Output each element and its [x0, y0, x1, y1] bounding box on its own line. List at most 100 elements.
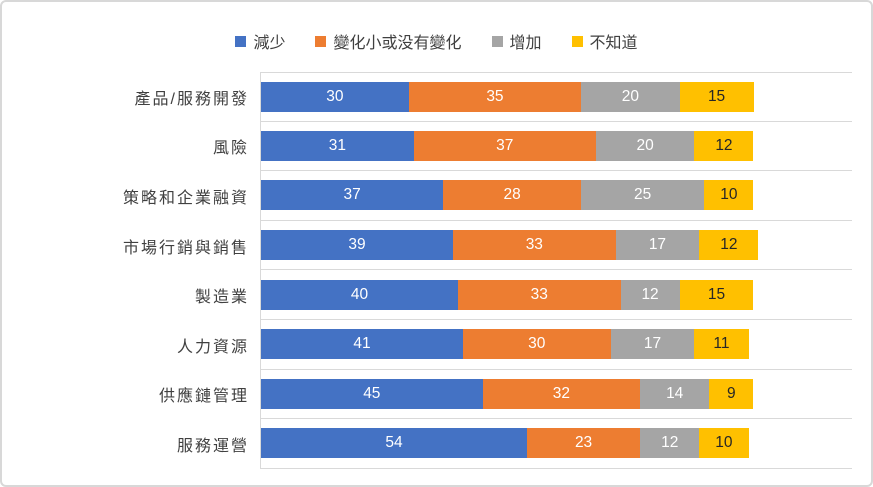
- segment-value-label: 17: [643, 335, 662, 353]
- segment-value-label: 15: [707, 285, 726, 303]
- plot-band: 39 33 17 12: [260, 220, 852, 271]
- segment-value-label: 41: [353, 335, 371, 353]
- legend-swatch-icon: [235, 35, 247, 47]
- bar-segment[interactable]: 40: [261, 279, 458, 310]
- bar-segment[interactable]: 12: [640, 428, 700, 459]
- bar-segment[interactable]: 10: [699, 428, 749, 459]
- bar-segment[interactable]: 10: [704, 180, 754, 211]
- bar-segment[interactable]: 54: [261, 428, 527, 459]
- segment-value-label: 45: [363, 384, 381, 402]
- category-label: 策略和企業融資: [122, 189, 249, 207]
- bar-segment[interactable]: 28: [443, 180, 582, 211]
- bar-segment[interactable]: 11: [694, 329, 749, 360]
- category-label: 市場行銷與銷售: [122, 239, 249, 257]
- legend-label: 減少: [253, 35, 286, 52]
- segment-value-label: 30: [528, 335, 546, 353]
- segment-value-label: 40: [350, 285, 369, 303]
- segment-value-label: 10: [720, 186, 738, 204]
- segment-value-label: 20: [621, 87, 639, 105]
- segment-value-label: 12: [720, 236, 738, 254]
- bar-segment[interactable]: 17: [615, 230, 700, 261]
- segment-value-label: 10: [715, 434, 733, 452]
- segment-value-label: 35: [486, 87, 504, 105]
- chart-row: 風險 31 37 20 12: [2, 121, 871, 172]
- bar-segment[interactable]: 30: [261, 81, 409, 112]
- category-label: 產品/服務開發: [134, 90, 249, 108]
- stacked-bar: 41 30 17 11: [261, 329, 852, 360]
- stacked-bar: 31 37 20 12: [261, 130, 852, 161]
- legend: 減少 變化小或没有變化 增加 不知道: [2, 29, 871, 53]
- segment-value-label: 20: [636, 136, 654, 154]
- stacked-bar: 37 28 25 10: [261, 180, 852, 211]
- segment-value-label: 9: [727, 384, 736, 402]
- bar-segment[interactable]: 15: [679, 81, 754, 112]
- plot-band: 31 37 20 12: [260, 121, 852, 172]
- bar-segment[interactable]: 39: [261, 230, 454, 261]
- stacked-bar: 45 32 14 9: [261, 378, 852, 409]
- legend-swatch-icon: [571, 35, 583, 47]
- segment-value-label: 33: [525, 236, 543, 254]
- stacked-bar-chart: 產品/服務開發 30 35 20 15 風險 31 37 20 12 策略和企業…: [2, 72, 871, 469]
- bar-segment[interactable]: 17: [610, 329, 695, 360]
- segment-value-label: 12: [661, 434, 679, 452]
- plot-band: 45 32 14 9: [260, 369, 852, 420]
- chart-row: 產品/服務開發 30 35 20 15: [2, 72, 871, 122]
- chart-row: 策略和企業融資 37 28 25 10: [2, 171, 871, 221]
- legend-item-series-0[interactable]: 減少: [235, 29, 285, 53]
- segment-value-label: 12: [715, 136, 733, 154]
- bar-segment[interactable]: 31: [261, 130, 414, 161]
- legend-label: 不知道: [589, 35, 638, 52]
- bar-segment[interactable]: 14: [640, 378, 710, 409]
- bar-segment[interactable]: 20: [595, 130, 695, 161]
- bar-segment[interactable]: 12: [620, 279, 680, 310]
- plot-band: 30 35 20 15: [260, 72, 852, 122]
- plot-band: 41 30 17 11: [260, 319, 852, 370]
- plot-band: 54 23 12 10: [260, 419, 852, 469]
- bar-segment[interactable]: 15: [679, 279, 754, 310]
- legend-label: 增加: [509, 35, 542, 52]
- bar-segment[interactable]: 35: [408, 81, 582, 112]
- bar-segment[interactable]: 37: [261, 180, 444, 211]
- segment-value-label: 14: [666, 384, 684, 402]
- legend-label: 變化小或没有變化: [333, 35, 462, 52]
- legend-item-series-3[interactable]: 不知道: [571, 29, 638, 53]
- stacked-bar: 40 33 12 15: [261, 279, 852, 310]
- bar-segment[interactable]: 37: [413, 130, 596, 161]
- segment-value-label: 17: [648, 236, 667, 254]
- bar-segment[interactable]: 45: [261, 378, 483, 409]
- stacked-bar: 39 33 17 12: [261, 230, 852, 261]
- bar-segment[interactable]: 12: [694, 130, 754, 161]
- bar-segment[interactable]: 41: [261, 329, 463, 360]
- chart-row: 市場行銷與銷售 39 33 17 12: [2, 220, 871, 271]
- chart-row: 人力資源 41 30 17 11: [2, 319, 871, 370]
- stacked-bar: 30 35 20 15: [261, 81, 852, 112]
- segment-value-label: 25: [634, 186, 652, 204]
- bar-segment[interactable]: 33: [458, 279, 621, 310]
- bar-segment[interactable]: 20: [581, 81, 680, 112]
- legend-item-series-1[interactable]: 變化小或没有變化: [315, 29, 462, 53]
- bar-segment[interactable]: 32: [482, 378, 641, 409]
- segment-value-label: 54: [385, 434, 403, 452]
- chart-row: 製造業 40 33 12 15: [2, 270, 871, 320]
- plot-band: 40 33 12 15: [260, 270, 852, 320]
- bar-segment[interactable]: 30: [462, 329, 611, 360]
- category-label: 供應鏈管理: [158, 388, 249, 406]
- bar-segment[interactable]: 12: [699, 230, 759, 261]
- segment-value-label: 30: [326, 87, 344, 105]
- chart-row: 供應鏈管理 45 32 14 9: [2, 369, 871, 420]
- segment-value-label: 15: [707, 87, 726, 105]
- legend-swatch-icon: [491, 35, 503, 47]
- segment-value-label: 31: [328, 136, 346, 154]
- bar-segment[interactable]: 23: [526, 428, 641, 459]
- bar-segment[interactable]: 25: [581, 180, 705, 211]
- segment-value-label: 32: [552, 384, 571, 402]
- segment-value-label: 37: [496, 136, 514, 154]
- segment-value-label: 23: [574, 434, 593, 452]
- legend-item-series-2[interactable]: 增加: [491, 29, 542, 53]
- segment-value-label: 33: [530, 285, 548, 303]
- bar-segment[interactable]: 9: [709, 378, 754, 409]
- segment-value-label: 12: [641, 285, 659, 303]
- stacked-bar: 54 23 12 10: [261, 428, 852, 459]
- bar-segment[interactable]: 33: [453, 230, 616, 261]
